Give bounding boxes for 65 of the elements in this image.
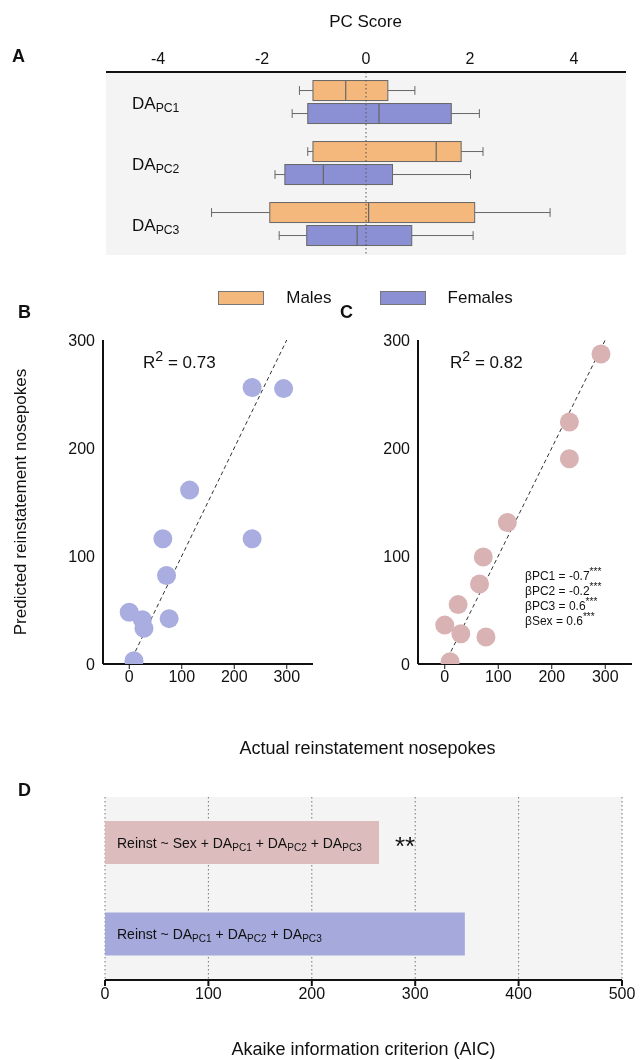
text: A bbox=[12, 46, 25, 67]
y-tick-label: Reinst ~ DA$_{PC1}$ + DA$_{PC2}$ + DA$_{PC3}$ bbox=[117, 926, 323, 944]
point bbox=[476, 627, 496, 647]
x-tick-label: 300 bbox=[591, 668, 619, 686]
x-tick-label: 4 bbox=[569, 50, 579, 67]
annotation: ** bbox=[395, 830, 416, 861]
x-tick-label: 200 bbox=[220, 668, 248, 686]
point bbox=[242, 529, 262, 549]
x-tick-label: 100 bbox=[168, 668, 196, 686]
y-tick-label: 200 bbox=[68, 439, 96, 457]
annotation: βPC2 = -0.2$^{***}$ bbox=[525, 581, 602, 598]
x-tick-label: -2 bbox=[254, 50, 270, 67]
x-axis-title: Akaike information criterion (AIC) bbox=[230, 1039, 497, 1060]
point bbox=[435, 615, 455, 635]
x-tick-label: 2 bbox=[465, 50, 475, 67]
point bbox=[559, 412, 579, 432]
y-tick-label: 100 bbox=[68, 547, 96, 565]
point bbox=[473, 547, 493, 567]
point bbox=[159, 609, 179, 629]
annotation: βSex = 0.6$^{***}$ bbox=[525, 611, 595, 628]
y-axis-title: Predicted reinstatement nosepokes bbox=[11, 368, 30, 636]
point bbox=[153, 529, 173, 549]
annotation: R$^{2}$ = 0.82 bbox=[450, 348, 523, 373]
legend-label: Males bbox=[286, 288, 332, 308]
x-axis-title: Actual reinstatement nosepokes bbox=[238, 738, 497, 759]
x-tick-label: 100 bbox=[484, 668, 512, 686]
point bbox=[451, 624, 471, 644]
point bbox=[497, 513, 517, 533]
y-tick-label: DA$_{PC2}$ bbox=[132, 154, 180, 176]
point bbox=[157, 565, 177, 585]
x-tick-label: 0 bbox=[100, 985, 110, 1003]
x-tick-label: 300 bbox=[273, 668, 301, 686]
x-tick-label: -4 bbox=[150, 50, 166, 67]
point bbox=[559, 449, 579, 469]
annotation: R$^{2}$ = 0.73 bbox=[143, 348, 216, 373]
x-tick-label: 200 bbox=[538, 668, 566, 686]
text: B bbox=[18, 302, 31, 323]
y-tick-label: 0 bbox=[401, 655, 411, 673]
x-tick-label: 100 bbox=[195, 985, 222, 1003]
point bbox=[470, 574, 490, 594]
x-tick-label: 400 bbox=[505, 985, 533, 1003]
text: D bbox=[18, 780, 31, 801]
point bbox=[242, 378, 262, 398]
y-tick-label: 300 bbox=[68, 331, 96, 349]
y-tick-label: DA$_{PC1}$ bbox=[132, 93, 180, 115]
y-tick-label: 100 bbox=[383, 547, 411, 565]
x-tick-label: 0 bbox=[440, 668, 450, 686]
x-tick-label: 500 bbox=[608, 985, 636, 1003]
point bbox=[274, 379, 294, 399]
x-tick-label: 0 bbox=[361, 50, 371, 67]
y-tick-label: 200 bbox=[383, 439, 411, 457]
x-axis-title: PC Score bbox=[328, 12, 403, 32]
point bbox=[180, 480, 200, 500]
annotation: βPC3 = 0.6$^{***}$ bbox=[525, 596, 598, 613]
point bbox=[448, 595, 468, 615]
annotation: βPC1 = -0.7$^{***}$ bbox=[525, 566, 602, 583]
x-tick-label: 200 bbox=[298, 985, 326, 1003]
y-tick-label: 0 bbox=[86, 655, 96, 673]
y-tick-label: 300 bbox=[383, 331, 411, 349]
point bbox=[591, 344, 611, 364]
y-tick-label: DA$_{PC3}$ bbox=[132, 215, 180, 237]
y-tick-label: Reinst ~ Sex + DA$_{PC1}$ + DA$_{PC2}$ + DA$_{PC3}$ bbox=[117, 834, 363, 852]
legend-label: Females bbox=[447, 288, 513, 308]
text: C bbox=[340, 302, 353, 323]
x-tick-label: 300 bbox=[401, 985, 429, 1003]
